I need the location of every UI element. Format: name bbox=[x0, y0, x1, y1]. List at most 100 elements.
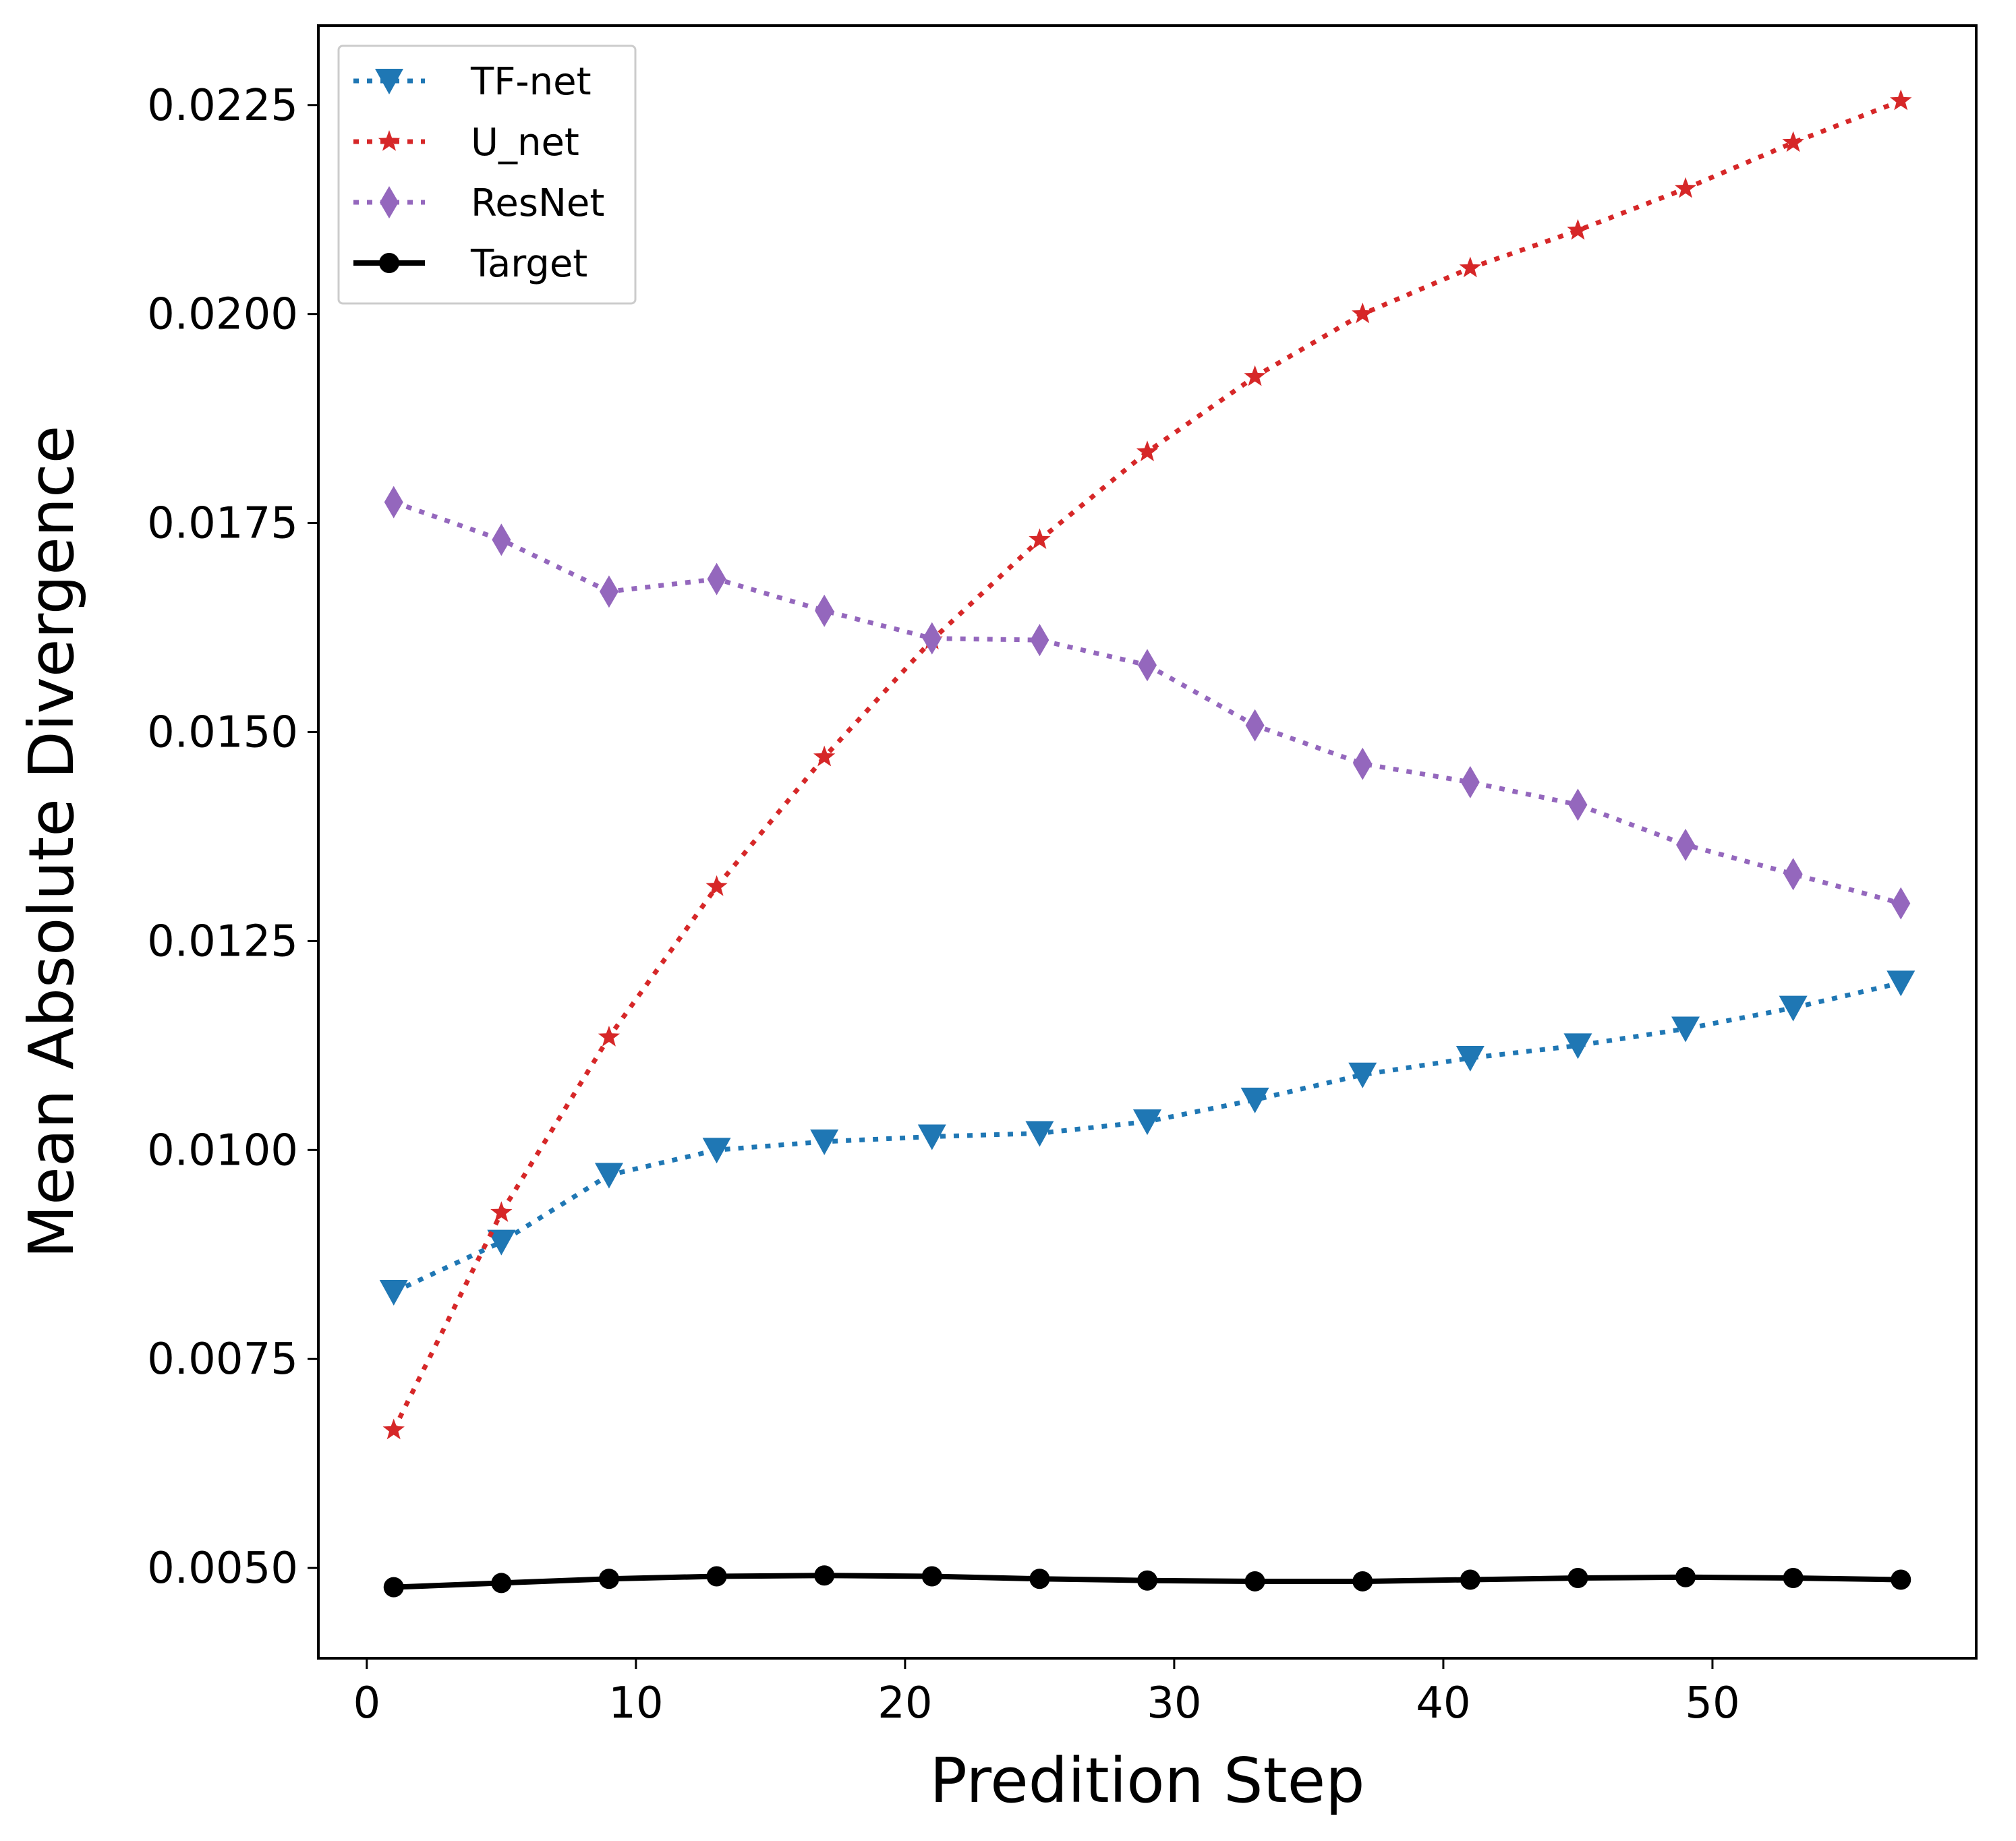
series-group bbox=[379, 89, 1916, 1598]
series-target bbox=[383, 1565, 1911, 1598]
data-point-u-net bbox=[1459, 256, 1482, 278]
data-point-target bbox=[1029, 1569, 1050, 1589]
series-line-u-net bbox=[391, 98, 1902, 1432]
data-point-target bbox=[1891, 1569, 1911, 1590]
x-tick-label: 50 bbox=[1685, 1678, 1739, 1728]
data-point-tf-net bbox=[487, 1229, 516, 1256]
series-u-net bbox=[382, 89, 1912, 1440]
data-point-u-net bbox=[1674, 177, 1697, 198]
data-point-u-net bbox=[1244, 365, 1266, 386]
legend-marker-u-net bbox=[378, 130, 401, 151]
x-axis-title: Predition Step bbox=[929, 1745, 1364, 1817]
data-point-target bbox=[706, 1566, 727, 1587]
data-point-tf-net bbox=[1348, 1062, 1377, 1088]
data-point-target bbox=[1244, 1571, 1265, 1591]
y-tick-label: 0.0175 bbox=[147, 499, 298, 549]
data-point-target bbox=[1352, 1571, 1373, 1591]
y-axis-title: Mean Absolute Divergence bbox=[16, 426, 88, 1258]
data-point-resnet bbox=[492, 523, 511, 556]
data-point-target bbox=[1675, 1567, 1696, 1587]
data-point-tf-net bbox=[594, 1163, 623, 1189]
data-point-tf-net bbox=[702, 1138, 731, 1164]
series-resnet bbox=[384, 486, 1911, 920]
y-tick-label: 0.0200 bbox=[147, 290, 298, 340]
x-tick-label: 10 bbox=[608, 1678, 663, 1728]
plot-frame bbox=[317, 24, 1978, 1660]
data-point-u-net bbox=[813, 745, 836, 767]
x-tick-label: 20 bbox=[877, 1678, 932, 1728]
data-point-u-net bbox=[490, 1201, 513, 1223]
data-point-tf-net bbox=[1671, 1016, 1700, 1043]
data-point-tf-net bbox=[917, 1124, 946, 1150]
data-point-resnet bbox=[815, 594, 834, 627]
data-point-tf-net bbox=[1779, 995, 1808, 1022]
data-point-target bbox=[814, 1565, 835, 1586]
data-point-target bbox=[383, 1577, 404, 1598]
y-tick-label: 0.0075 bbox=[147, 1335, 298, 1384]
data-point-resnet bbox=[1460, 765, 1480, 798]
data-point-tf-net bbox=[1025, 1121, 1054, 1147]
legend-item-u-net: U_net bbox=[353, 121, 579, 165]
data-point-tf-net bbox=[1133, 1109, 1161, 1136]
legend-label-target: Target bbox=[470, 242, 587, 286]
legend-label-resnet: ResNet bbox=[471, 181, 604, 225]
data-point-tf-net bbox=[1240, 1087, 1269, 1113]
legend-item-target: Target bbox=[353, 242, 587, 286]
data-point-u-net bbox=[1352, 302, 1374, 324]
y-tick-label: 0.0050 bbox=[147, 1544, 298, 1594]
data-point-resnet bbox=[1891, 887, 1911, 920]
data-point-u-net bbox=[1029, 528, 1051, 550]
legend-label-tf-net: TF-net bbox=[470, 60, 592, 104]
legend-marker-resnet bbox=[380, 186, 399, 218]
data-point-tf-net bbox=[379, 1280, 408, 1306]
data-point-target bbox=[1783, 1567, 1804, 1588]
data-point-tf-net bbox=[1563, 1033, 1592, 1059]
data-point-u-net bbox=[598, 1025, 621, 1047]
data-point-target bbox=[491, 1573, 512, 1594]
data-point-u-net bbox=[1567, 218, 1589, 240]
x-tick-label: 40 bbox=[1416, 1678, 1470, 1728]
legend-box bbox=[337, 45, 637, 305]
data-point-u-net bbox=[1782, 131, 1804, 152]
data-point-resnet bbox=[599, 575, 618, 608]
data-point-target bbox=[1137, 1570, 1157, 1591]
legend-label-u-net: U_net bbox=[471, 121, 579, 165]
data-point-resnet bbox=[1138, 649, 1157, 682]
data-point-resnet bbox=[1676, 828, 1696, 861]
y-tick-label: 0.0125 bbox=[147, 916, 298, 966]
legend-item-resnet: ResNet bbox=[353, 181, 604, 225]
data-point-target bbox=[921, 1566, 942, 1587]
y-tick-label: 0.0100 bbox=[147, 1126, 298, 1175]
data-point-u-net bbox=[1890, 89, 1912, 111]
data-point-tf-net bbox=[1887, 970, 1916, 997]
data-point-resnet bbox=[1353, 747, 1373, 780]
data-point-u-net bbox=[705, 875, 728, 896]
data-point-resnet bbox=[707, 562, 726, 595]
x-tick-label: 0 bbox=[353, 1678, 380, 1728]
y-tick-label: 0.0225 bbox=[147, 81, 298, 131]
data-point-resnet bbox=[1783, 858, 1803, 891]
data-point-u-net bbox=[1136, 440, 1159, 461]
data-point-tf-net bbox=[810, 1129, 839, 1155]
data-point-resnet bbox=[922, 622, 942, 655]
legend-item-tf-net: TF-net bbox=[353, 60, 592, 104]
y-tick-label: 0.0150 bbox=[147, 707, 298, 757]
data-point-tf-net bbox=[1456, 1045, 1485, 1072]
data-point-resnet bbox=[1030, 624, 1049, 657]
series-tf-net bbox=[379, 970, 1916, 1306]
series-line-tf-net bbox=[393, 980, 1902, 1295]
legend: TF-net U_net ResNet Target bbox=[337, 45, 637, 305]
data-point-target bbox=[598, 1569, 619, 1589]
data-point-target bbox=[1460, 1569, 1480, 1590]
data-point-resnet bbox=[1568, 788, 1588, 821]
legend-marker-tf-net bbox=[375, 69, 403, 94]
data-point-u-net bbox=[382, 1418, 405, 1440]
data-point-resnet bbox=[1245, 709, 1265, 742]
x-tick-label: 30 bbox=[1147, 1678, 1201, 1728]
data-point-target bbox=[1567, 1567, 1588, 1588]
legend-marker-target bbox=[379, 253, 399, 273]
axis-ticks: 0 10 20 30 40 50 0.0050 0.0075 0.0100 0.0125 0.015… bbox=[147, 81, 1740, 1728]
data-point-resnet bbox=[384, 486, 403, 519]
